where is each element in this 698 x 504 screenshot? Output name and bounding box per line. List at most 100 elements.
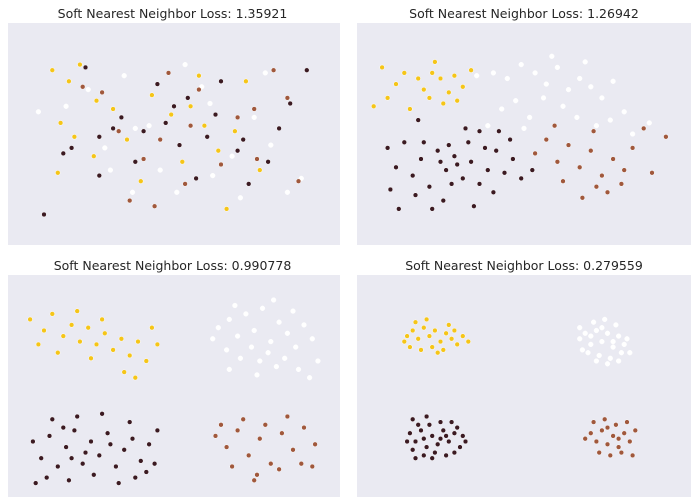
data-point-brown <box>140 156 147 162</box>
data-point-white <box>607 355 613 361</box>
data-point-dark <box>412 455 419 461</box>
data-point-yellow <box>451 73 458 79</box>
data-point-white <box>610 338 616 345</box>
data-point-brown <box>246 452 252 459</box>
data-point-yellow <box>426 333 433 339</box>
data-point-yellow <box>49 67 55 73</box>
data-point-dark <box>396 206 402 212</box>
data-point-yellow <box>379 64 385 71</box>
data-point-yellow <box>49 311 55 317</box>
data-point-brown <box>240 416 246 422</box>
data-point-white <box>301 322 307 328</box>
data-point-brown <box>218 161 224 168</box>
data-point-yellow <box>460 333 466 339</box>
data-point-yellow <box>412 319 419 325</box>
data-point-yellow <box>88 355 94 361</box>
data-point-brown <box>599 427 605 434</box>
data-point-white <box>618 350 625 356</box>
data-point-brown <box>621 430 627 436</box>
data-point-dark <box>68 455 75 461</box>
data-point-white <box>549 53 555 59</box>
data-point-white <box>157 167 163 173</box>
data-point-white <box>593 123 600 129</box>
data-point-white <box>293 344 299 350</box>
data-point-brown <box>632 427 638 434</box>
data-point-dark <box>107 441 114 447</box>
data-point-yellow <box>66 78 72 84</box>
data-point-dark <box>30 438 36 445</box>
data-point-dark <box>429 206 435 212</box>
data-point-white <box>35 109 42 115</box>
data-point-dark <box>80 461 86 467</box>
data-point-yellow <box>421 325 427 331</box>
data-point-white <box>129 189 136 195</box>
data-point-brown <box>257 436 263 442</box>
data-point-dark <box>384 145 391 151</box>
data-point-dark <box>234 148 241 154</box>
data-point-brown <box>309 463 315 470</box>
data-point-white <box>295 366 302 373</box>
data-point-dark <box>393 164 399 170</box>
data-point-white <box>532 70 538 76</box>
data-point-brown <box>223 444 230 450</box>
data-point-dark <box>468 159 474 165</box>
data-point-white <box>268 338 274 345</box>
data-point-yellow <box>446 89 452 96</box>
data-point-dark <box>451 449 458 456</box>
data-point-white <box>102 145 108 151</box>
data-point-yellow <box>223 206 230 212</box>
data-point-dark <box>437 436 444 442</box>
data-point-dark <box>138 458 144 464</box>
data-point-dark <box>110 125 116 132</box>
data-point-brown <box>551 123 558 129</box>
data-point-white <box>577 325 583 331</box>
scatter-plot <box>401 316 638 461</box>
data-point-dark <box>429 433 435 439</box>
data-point-white <box>254 372 260 378</box>
data-point-dark <box>304 67 310 73</box>
data-point-dark <box>116 480 122 486</box>
data-point-dark <box>437 159 444 165</box>
data-point-brown <box>629 452 636 459</box>
data-point-white <box>521 125 527 132</box>
data-point-white <box>223 347 230 353</box>
data-point-yellow <box>440 100 446 107</box>
data-point-yellow <box>423 316 430 323</box>
data-point-yellow <box>440 347 446 353</box>
data-point-dark <box>96 134 102 140</box>
data-point-yellow <box>77 61 83 68</box>
data-point-white <box>629 131 636 137</box>
data-point-yellow <box>429 70 435 76</box>
data-point-dark <box>454 161 460 168</box>
data-point-brown <box>610 433 616 439</box>
data-point-white <box>174 189 180 195</box>
data-point-yellow <box>91 153 97 159</box>
data-point-dark <box>460 433 466 439</box>
data-point-dark <box>171 103 177 109</box>
data-point-dark <box>401 139 407 145</box>
data-point-dark <box>457 444 463 450</box>
data-point-yellow <box>85 325 91 331</box>
data-point-brown <box>157 136 163 143</box>
data-point-dark <box>63 444 69 450</box>
data-point-dark <box>132 474 138 481</box>
data-point-yellow <box>35 341 42 348</box>
data-point-yellow <box>468 67 474 73</box>
data-point-white <box>273 363 280 370</box>
data-point-brown <box>212 433 219 439</box>
data-point-white <box>259 305 266 311</box>
data-point-yellow <box>410 327 416 334</box>
data-point-dark <box>443 433 449 439</box>
data-point-white <box>282 355 288 361</box>
data-point-dark <box>74 413 80 420</box>
data-point-white <box>599 338 605 345</box>
data-point-dark <box>410 447 416 453</box>
data-point-yellow <box>432 327 438 334</box>
data-point-brown <box>80 84 86 90</box>
data-point-white <box>485 123 491 129</box>
data-point-white <box>309 336 315 342</box>
data-point-brown <box>251 477 257 483</box>
data-point-brown <box>270 67 277 73</box>
data-point-brown <box>279 430 285 436</box>
data-point-brown <box>284 413 291 420</box>
